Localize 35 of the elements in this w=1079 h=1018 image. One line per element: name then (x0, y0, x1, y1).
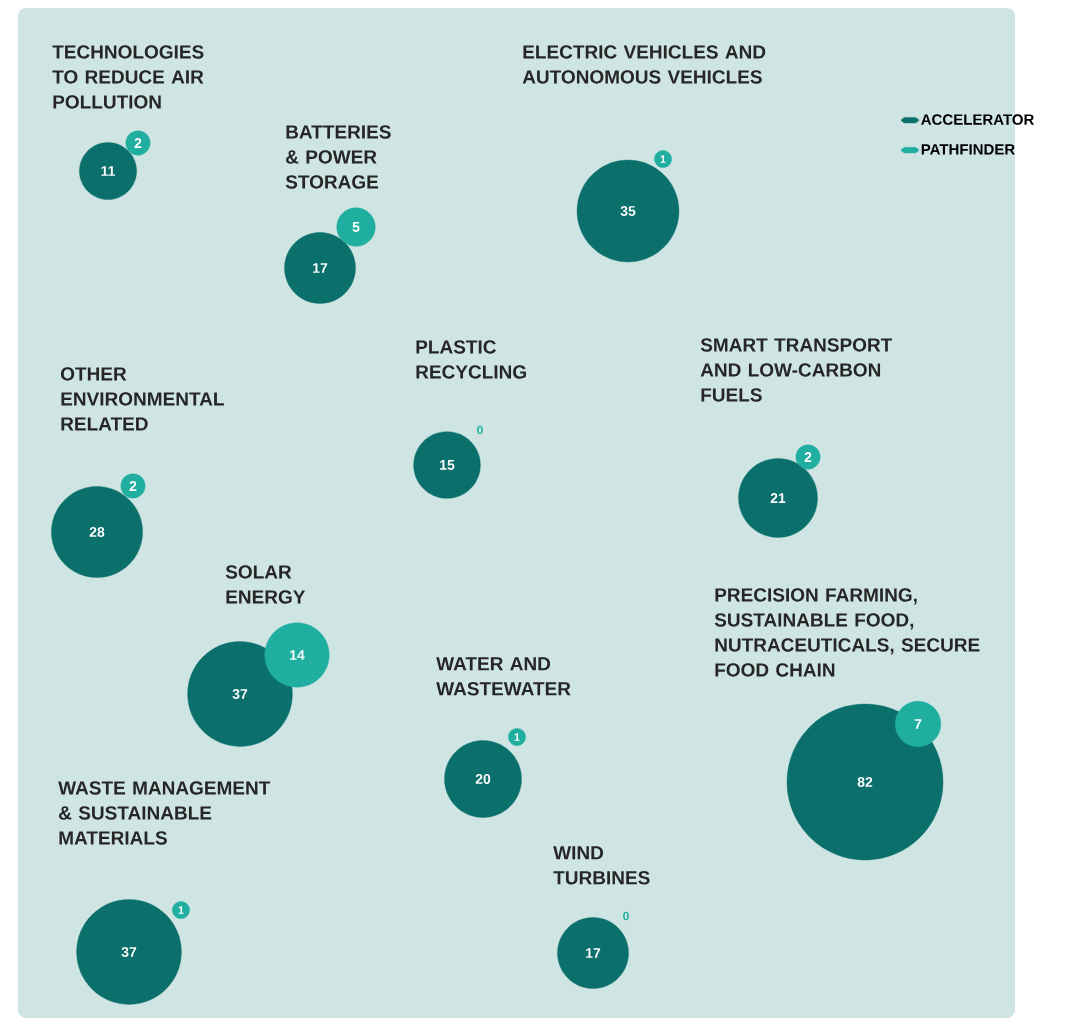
data-label: 5 (352, 222, 360, 232)
category-label: SOLAR ENERGY (225, 565, 306, 604)
data-label: 1 (178, 906, 184, 914)
category-label: PRECISION FARMING, SUSTAINABLE FOOD, NUTRACEUTICALS, SECURE FOOD CHAIN (714, 588, 980, 677)
data-label: 17 (586, 948, 601, 958)
data-label: 7 (914, 719, 922, 729)
data-label: 21 (770, 493, 786, 503)
data-label: 35 (620, 206, 636, 216)
data-label: 1 (514, 733, 520, 741)
data-label: 28 (89, 527, 105, 537)
data-label: 37 (232, 689, 248, 699)
legend-label: ACCELERATOR (921, 114, 1035, 125)
category-label: BATTERIES & POWER STORAGE (285, 125, 391, 189)
legend-label: PATHFINDER (921, 144, 1015, 155)
data-label: 2 (804, 452, 812, 462)
data-label: 0 (477, 425, 483, 435)
category-label: WASTE MANAGEMENT & SUSTAINABLE MATERIALS (58, 781, 271, 845)
data-label: 11 (101, 166, 116, 176)
data-label: 17 (313, 263, 328, 273)
data-label: 15 (440, 460, 455, 470)
data-label: 37 (121, 947, 137, 957)
category-label: WATER AND WASTEWATER (436, 657, 571, 696)
data-label: 0 (623, 911, 629, 921)
category-label: ELECTRIC VEHICLES AND AUTONOMOUS VEHICLES (522, 45, 766, 84)
category-label: PLASTIC RECYCLING (416, 340, 526, 379)
category-label: SMART TRANSPORT AND LOW-CARBON FUELS (700, 338, 893, 402)
data-label: 2 (134, 138, 142, 148)
data-label: 1 (660, 155, 666, 163)
category-label: WIND TURBINES (553, 846, 650, 885)
category-label: OTHER ENVIRONMENTAL RELATED (60, 367, 224, 431)
category-label: TECHNOLOGIES TO REDUCE AIR POLLUTION (52, 45, 204, 109)
data-label: 14 (290, 650, 305, 660)
data-label: 82 (857, 777, 873, 787)
data-label: 20 (475, 774, 491, 784)
data-label: 2 (129, 481, 137, 491)
